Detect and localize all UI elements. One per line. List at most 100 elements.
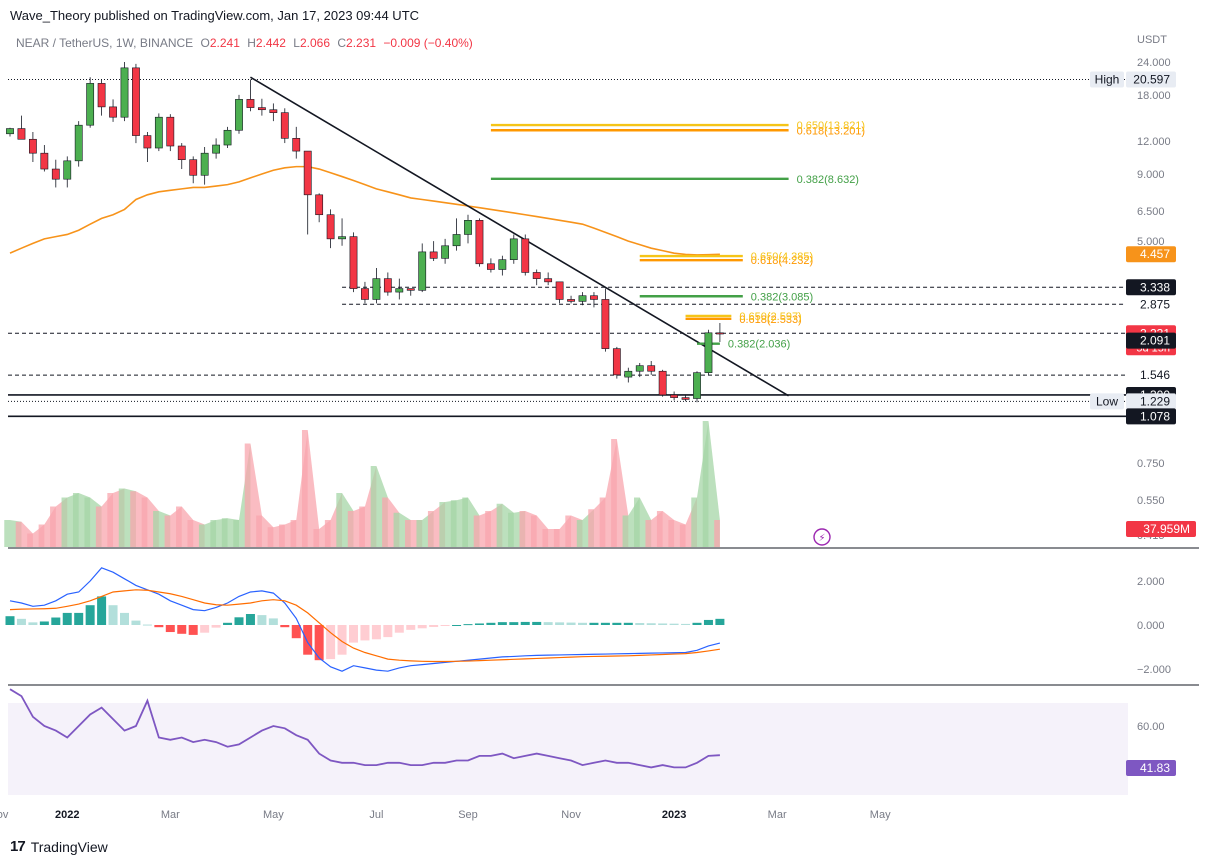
candle-body[interactable]: [292, 138, 301, 152]
candle-body[interactable]: [567, 299, 575, 302]
candle-body[interactable]: [612, 348, 621, 376]
candle-body[interactable]: [166, 116, 175, 147]
candle-body[interactable]: [132, 67, 140, 136]
macd-histogram-bar[interactable]: [371, 625, 381, 640]
candle-body[interactable]: [51, 168, 60, 180]
candle-body[interactable]: [601, 299, 610, 349]
rsi-line[interactable]: [9, 688, 720, 769]
macd-histogram-bar[interactable]: [543, 622, 553, 625]
candle-body[interactable]: [361, 288, 369, 300]
macd-histogram-bar[interactable]: [85, 605, 95, 625]
macd-histogram-bar[interactable]: [394, 625, 404, 633]
candle-body[interactable]: [257, 107, 266, 111]
candle-body[interactable]: [383, 278, 392, 293]
candle-body[interactable]: [429, 251, 438, 259]
macd-histogram-bar[interactable]: [612, 622, 622, 625]
macd-histogram-bar[interactable]: [509, 622, 519, 625]
ema-line[interactable]: [9, 165, 720, 256]
macd-histogram-bar[interactable]: [692, 622, 702, 625]
candle-body[interactable]: [658, 370, 667, 396]
macd-histogram-bar[interactable]: [555, 622, 565, 625]
candle-body[interactable]: [578, 295, 587, 302]
macd-histogram-bar[interactable]: [658, 623, 668, 625]
candle-body[interactable]: [143, 135, 152, 149]
macd-histogram-bar[interactable]: [51, 617, 61, 625]
candle-body[interactable]: [6, 128, 14, 135]
macd-histogram-bar[interactable]: [600, 622, 610, 625]
macd-histogram-bar[interactable]: [188, 625, 198, 635]
macd-histogram-bar[interactable]: [177, 625, 187, 634]
macd-histogram-bar[interactable]: [635, 623, 645, 625]
candle-body[interactable]: [624, 370, 633, 378]
candle-body[interactable]: [521, 238, 530, 273]
macd-histogram-bar[interactable]: [223, 622, 233, 625]
macd-histogram-bar[interactable]: [291, 625, 301, 639]
macd-histogram-bar[interactable]: [623, 622, 633, 625]
candle-body[interactable]: [269, 109, 278, 113]
tradingview-brand[interactable]: 17 TradingView: [10, 838, 108, 855]
macd-histogram-bar[interactable]: [303, 625, 313, 655]
macd-histogram-bar[interactable]: [120, 612, 129, 625]
macd-histogram-bar[interactable]: [245, 614, 255, 625]
candle-body[interactable]: [441, 245, 449, 259]
candle-body[interactable]: [120, 67, 129, 118]
dividend-flash-icon[interactable]: [813, 528, 831, 546]
candle-body[interactable]: [235, 99, 243, 131]
candle-body[interactable]: [303, 150, 312, 196]
macd-histogram-bar[interactable]: [349, 625, 358, 643]
candle-body[interactable]: [532, 272, 541, 279]
volume-bar[interactable]: [714, 520, 720, 547]
macd-histogram-bar[interactable]: [497, 622, 507, 625]
macd-histogram-bar[interactable]: [337, 625, 347, 655]
candle-body[interactable]: [86, 83, 95, 126]
macd-histogram-bar[interactable]: [532, 621, 542, 625]
macd-histogram-bar[interactable]: [62, 612, 72, 625]
macd-histogram-bar[interactable]: [28, 622, 38, 625]
symbol-name[interactable]: NEAR / TetherUS, 1W, BINANCE: [16, 36, 194, 50]
candle-body[interactable]: [154, 116, 163, 149]
candle-body[interactable]: [63, 160, 72, 180]
candle-body[interactable]: [681, 397, 690, 400]
macd-histogram-bar[interactable]: [383, 625, 393, 638]
macd-histogram-bar[interactable]: [5, 616, 15, 625]
candle-body[interactable]: [212, 144, 220, 154]
candle-body[interactable]: [715, 332, 724, 335]
macd-histogram-bar[interactable]: [417, 625, 427, 629]
macd-histogram-bar[interactable]: [463, 624, 473, 626]
macd-histogram-bar[interactable]: [16, 618, 26, 625]
macd-histogram-bar[interactable]: [486, 622, 496, 625]
candle-body[interactable]: [280, 112, 289, 139]
macd-histogram-bar[interactable]: [360, 625, 370, 641]
candle-body[interactable]: [338, 236, 346, 240]
candle-body[interactable]: [223, 129, 232, 146]
macd-histogram-bar[interactable]: [142, 624, 152, 626]
volume-bar[interactable]: [301, 430, 320, 547]
macd-histogram-bar[interactable]: [452, 625, 462, 626]
macd-histogram-bar[interactable]: [314, 625, 324, 661]
candle-body[interactable]: [418, 251, 427, 291]
volume-bar[interactable]: [702, 421, 720, 547]
candle-body[interactable]: [109, 106, 117, 118]
candle-body[interactable]: [326, 214, 335, 240]
macd-histogram-bar[interactable]: [474, 623, 484, 625]
macd-histogram-bar[interactable]: [280, 625, 290, 628]
candle-body[interactable]: [189, 159, 198, 176]
macd-histogram-bar[interactable]: [589, 622, 599, 625]
macd-histogram-bar[interactable]: [131, 620, 141, 625]
candle-body[interactable]: [40, 152, 49, 170]
candle-body[interactable]: [74, 124, 83, 162]
macd-histogram-bar[interactable]: [74, 612, 84, 625]
candle-body[interactable]: [704, 332, 713, 373]
candle-body[interactable]: [670, 394, 678, 398]
macd-histogram-bar[interactable]: [520, 621, 530, 625]
candle-body[interactable]: [647, 365, 656, 372]
candle-body[interactable]: [246, 99, 255, 108]
macd-histogram-bar[interactable]: [646, 623, 656, 625]
candle-body[interactable]: [464, 220, 472, 235]
candle-body[interactable]: [97, 83, 106, 108]
candle-body[interactable]: [544, 278, 553, 283]
macd-histogram-bar[interactable]: [154, 625, 164, 628]
candle-body[interactable]: [200, 152, 209, 176]
candle-body[interactable]: [17, 128, 26, 140]
